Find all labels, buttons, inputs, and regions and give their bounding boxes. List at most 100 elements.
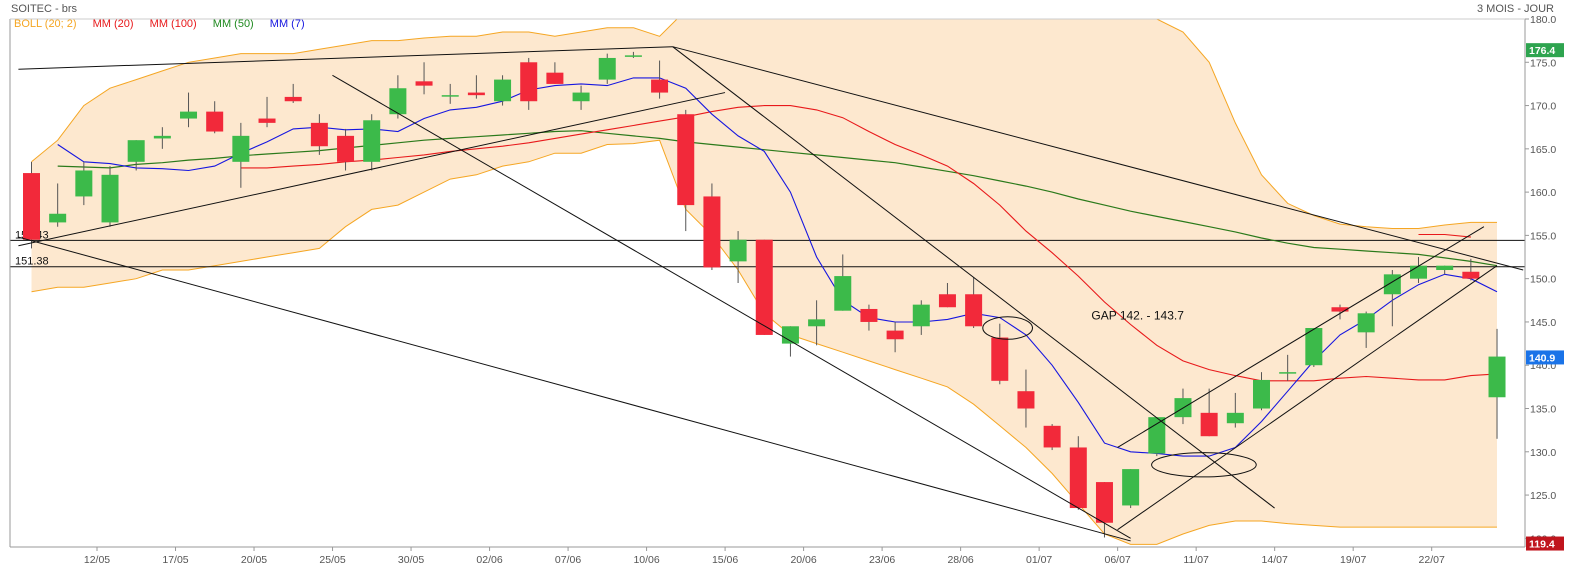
candle-up [232, 135, 250, 162]
candle-up [572, 92, 590, 102]
candle-up [101, 174, 119, 223]
x-tick-label: 22/07 [1419, 554, 1445, 566]
x-tick-label: 06/07 [1104, 554, 1130, 566]
candle-up [834, 276, 852, 311]
candle-up [180, 111, 198, 119]
mm50-line [57, 130, 1498, 267]
y-tick-label: 125.0 [1530, 490, 1556, 502]
candle-down [886, 330, 904, 340]
candle-up [49, 213, 67, 223]
y-tick-label: 165.0 [1530, 144, 1556, 156]
legend-mm50[interactable]: MM (50) [212, 18, 254, 30]
candle-down [1017, 391, 1035, 409]
candle-down [1043, 425, 1061, 448]
candle-down [677, 114, 695, 206]
candle-down [651, 79, 669, 93]
x-tick-label: 07/06 [555, 554, 581, 566]
candle-down [415, 81, 433, 86]
candle-down [310, 122, 328, 147]
candle-up [389, 88, 407, 115]
candle-down [1095, 482, 1113, 523]
x-tick-label: 11/07 [1183, 554, 1209, 566]
candle-down [23, 173, 40, 240]
candle-up [598, 57, 616, 80]
trend-line [672, 46, 1275, 509]
trend-line [1117, 265, 1498, 531]
candle-down [206, 111, 224, 132]
price-tag-label: 119.4 [1529, 539, 1555, 551]
x-tick-label: 30/05 [398, 554, 424, 566]
candle-down [860, 308, 878, 322]
candle-down [546, 72, 564, 84]
candle-down [938, 294, 956, 308]
x-tick-label: 20/05 [241, 554, 267, 566]
candle-up [441, 95, 459, 97]
x-tick-label: 23/06 [869, 554, 895, 566]
mm100-line [1418, 233, 1471, 238]
candle-up [363, 120, 381, 162]
candle-up [127, 140, 145, 162]
candle-up [808, 319, 826, 327]
candle-down [1331, 307, 1349, 312]
candle-down [1069, 447, 1087, 509]
trend-line [672, 46, 1524, 271]
candle-down [520, 62, 538, 102]
price-tag-label: 176.4 [1529, 45, 1555, 57]
candle-up [1383, 274, 1401, 295]
x-tick-label: 15/06 [712, 554, 738, 566]
bollinger-upper-line [31, 19, 1497, 229]
x-tick-label: 01/07 [1026, 554, 1052, 566]
x-tick-label: 28/06 [947, 554, 973, 566]
candle-down [467, 92, 485, 96]
x-tick-label: 19/07 [1340, 554, 1366, 566]
candle-up [1357, 313, 1375, 333]
candle-down [258, 118, 276, 123]
chart-title: SOITEC - brs [11, 3, 78, 15]
x-tick-label: 25/05 [319, 554, 345, 566]
y-tick-label: 170.0 [1530, 101, 1556, 113]
candle-up [1488, 356, 1506, 398]
price-tag [1526, 43, 1564, 58]
y-tick-label: 150.0 [1530, 274, 1556, 286]
legend-mm20[interactable]: MM (20) [92, 18, 134, 30]
y-tick-label: 160.0 [1530, 187, 1556, 199]
candle-down [1200, 412, 1218, 437]
candle-down [965, 294, 983, 327]
x-tick-label: 14/07 [1262, 554, 1288, 566]
candle-up [729, 239, 747, 262]
legend-mm7[interactable]: MM (7) [269, 18, 305, 30]
legend-mm100[interactable]: MM (100) [149, 18, 197, 30]
trend-line [18, 236, 1131, 542]
candle-up [781, 326, 799, 344]
x-tick-label: 20/06 [790, 554, 816, 566]
gap-ellipse [1151, 452, 1257, 478]
candle-down [755, 239, 773, 335]
candle-up [1279, 372, 1297, 374]
candle-down [991, 337, 1009, 381]
candle-down [1462, 271, 1480, 279]
candle-up [624, 55, 642, 57]
chart-legend: BOLL (20; 2) MM (20) MM (100) MM (50) MM… [14, 18, 318, 30]
gap-ellipse [982, 316, 1034, 340]
candle-up [494, 79, 512, 102]
mm7-line [57, 77, 1498, 457]
candle-down [337, 135, 355, 162]
trend-line [1117, 226, 1485, 448]
level-label: 151.38 [15, 256, 49, 268]
price-tag [1526, 350, 1564, 365]
candle-up [1226, 412, 1244, 424]
y-tick-label: 145.0 [1530, 317, 1556, 329]
x-tick-label: 17/05 [162, 554, 188, 566]
candle-down [703, 196, 721, 268]
trend-line [332, 74, 1131, 539]
x-tick-label: 12/05 [84, 554, 110, 566]
period-label: 3 MOIS - JOUR [1476, 3, 1554, 15]
trend-line [18, 46, 673, 70]
candle-up [1410, 265, 1428, 279]
legend-bollinger[interactable]: BOLL (20; 2) [14, 18, 77, 30]
y-tick-label: 175.0 [1530, 57, 1556, 69]
trend-line [18, 92, 726, 247]
candle-up [75, 170, 93, 197]
